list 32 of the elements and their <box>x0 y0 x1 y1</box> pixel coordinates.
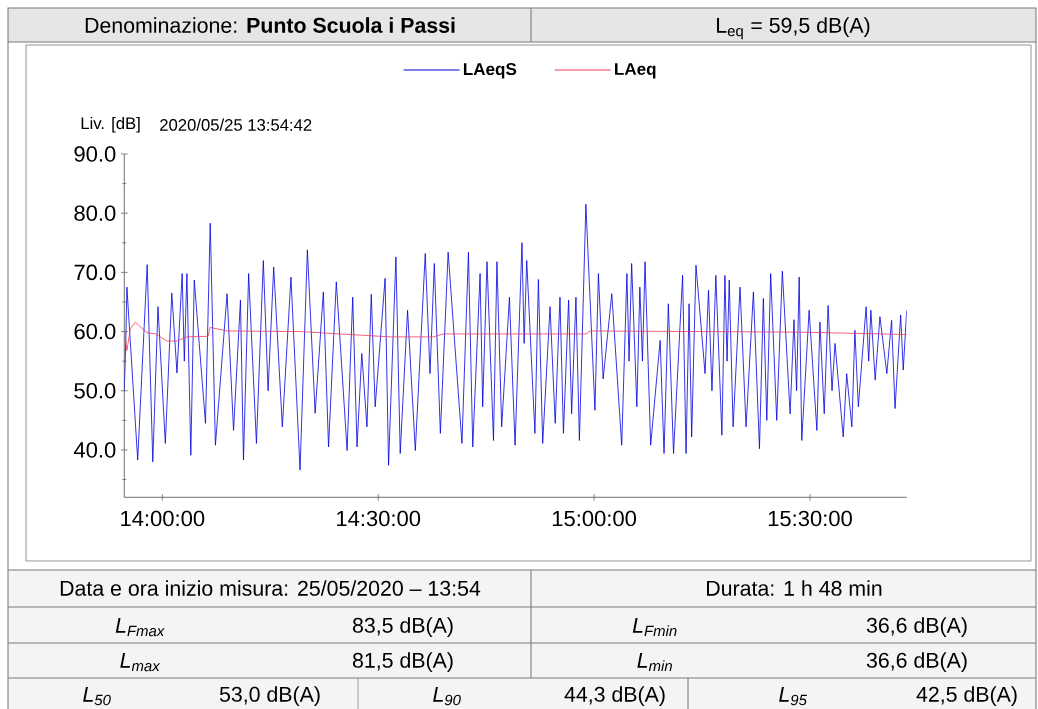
x-tick-label: 14:30:00 <box>337 510 421 527</box>
text: 83,5 dB(A) <box>352 617 453 638</box>
y-tick-label: 70.0 <box>74 264 116 281</box>
text: 81,5 dB(A) <box>352 652 453 673</box>
text: 44,3 dB(A) <box>564 686 665 707</box>
x-tick-label: 15:00:00 <box>552 510 637 527</box>
text: 42,5 dB(A) <box>916 686 1017 707</box>
y-tick-label: 90.0 <box>74 146 116 162</box>
text: 36,6 dB(A) <box>866 617 967 638</box>
legend-label: LAeq <box>615 63 656 79</box>
legend-label: LAeqS <box>463 63 517 79</box>
x-tick-label: 15:30:00 <box>768 510 852 527</box>
x-tick-label: 14:00:00 <box>121 510 205 527</box>
y-tick-label: 50.0 <box>74 382 116 399</box>
text: L$_{50}$ <box>83 686 111 706</box>
text: 2020/05/25 13:54:42 <box>160 118 312 131</box>
y-tick-label: 60.0 <box>74 323 116 340</box>
text: L$_{90}$ <box>433 686 461 706</box>
chart-subtitle: L$_{eq}$ = 59,5 dB(A) <box>717 17 870 40</box>
text: 36,6 dB(A) <box>866 652 967 673</box>
text: Durata: 1 h 48 min <box>707 580 882 596</box>
y-axis-title: Liv. [dB] <box>81 116 140 133</box>
text: L$_{Fmin}$ <box>632 617 677 637</box>
chart-title: Denominazione: Punto Scuola i Passi <box>85 17 455 33</box>
text: 53,0 dB(A) <box>219 686 320 707</box>
y-tick-label: 40.0 <box>73 442 116 458</box>
text: L$_{95}$ <box>779 686 807 706</box>
text: L$_{Fmax}$ <box>115 617 165 637</box>
text: L$_{max}$ <box>120 652 161 672</box>
text: L$_{min}$ <box>637 652 672 672</box>
text: Data e ora inizio misura: 25/05/2020 – 13:54 <box>60 580 481 596</box>
y-tick-label: 80.0 <box>74 205 116 221</box>
